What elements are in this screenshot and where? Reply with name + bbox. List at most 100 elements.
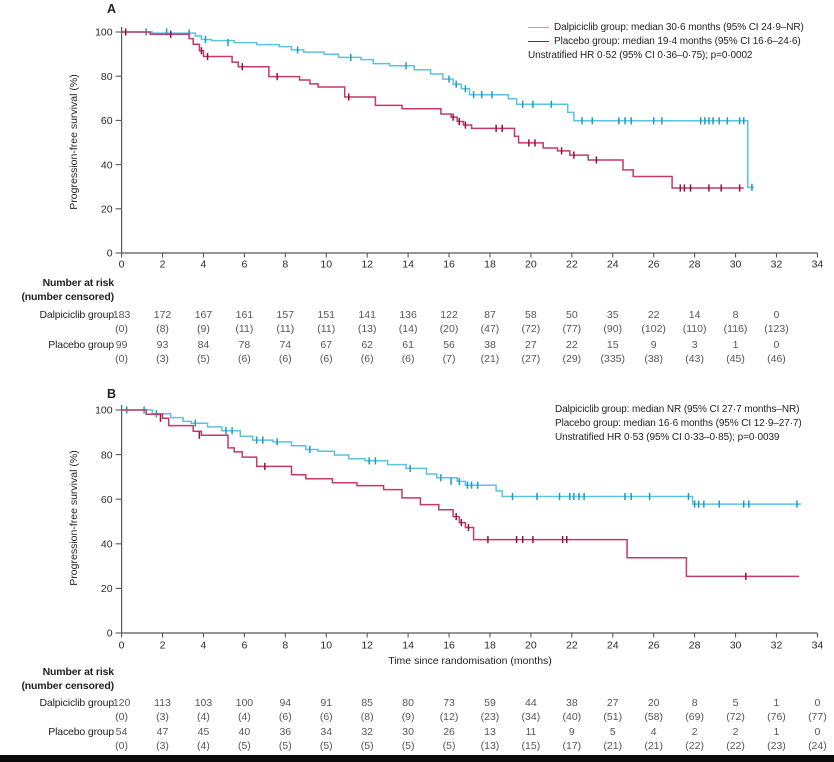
legend-text-hr-a: Unstratified HR 0·52 (95% CI 0·36–0·75);…: [528, 49, 753, 61]
risk-n-cell: 91: [320, 697, 333, 709]
risk-censored-cell: (5): [237, 740, 251, 752]
risk-n-cell: 3: [691, 339, 698, 351]
x-tick-label-b: 4: [201, 640, 207, 652]
x-tick-label-a: 24: [607, 259, 619, 271]
risk-censored-cell: (13): [357, 323, 377, 335]
risk-censored-cell: (5): [197, 353, 210, 365]
risk-censored-cell: (116): [723, 323, 748, 335]
legend-panel-b: Dalpiciclib group: median NR (95% CI 27·…: [555, 402, 802, 444]
x-tick-label-b: 10: [320, 640, 332, 652]
risk-censored-cell: (110): [682, 323, 707, 335]
x-tick-label-a: 6: [241, 259, 247, 271]
risk-censored-cell: (21): [644, 740, 664, 752]
legend-entry-placebo-a: Placebo group: median 19·4 months (95% C…: [528, 34, 804, 48]
risk-n-cell: 94: [279, 697, 292, 709]
risk-censored-cell: (12): [439, 711, 459, 723]
risk-header-line1-b: Number at risk: [42, 666, 115, 678]
risk-n-cell: 157: [276, 309, 295, 321]
x-tick-label-b: 24: [607, 640, 619, 652]
risk-n-cell: 67: [320, 339, 333, 351]
x-tick-label-b: 30: [730, 640, 742, 652]
y-axis-title-panel-a: Progression-free survival (%): [68, 74, 80, 210]
risk-n-cell: 136: [399, 309, 417, 321]
risk-n-cell: 113: [154, 697, 171, 709]
x-axis-title: Time since randomisation (months): [388, 655, 552, 667]
y-axis-title-panel-b: Progression-free survival (%): [68, 450, 80, 586]
risk-censored-cell: (4): [237, 711, 251, 723]
km-curve-placebo-a: [121, 31, 744, 189]
y-tick-label-a: 60: [101, 115, 113, 127]
risk-n-cell: 22: [647, 309, 660, 321]
risk-n-cell: 44: [525, 697, 537, 709]
risk-n-cell: 183: [112, 309, 131, 321]
risk-n-cell: 73: [443, 697, 455, 709]
x-tick-label-b: 2: [160, 640, 166, 652]
risk-n-cell: 5: [609, 726, 616, 738]
risk-n-cell: 1: [773, 697, 780, 709]
km-curve-dalpiciclib-b: [121, 409, 801, 505]
risk-n-cell: 45: [197, 726, 210, 738]
risk-censored-cell: (0): [115, 711, 129, 723]
risk-censored-cell: (23): [767, 740, 786, 752]
risk-n-cell: 38: [565, 697, 578, 709]
risk-n-cell: 62: [361, 339, 374, 351]
risk-n-cell: 38: [484, 339, 496, 351]
y-tick-label-a: 40: [101, 159, 113, 171]
risk-censored-cell: (0): [115, 323, 129, 335]
risk-n-cell: 85: [361, 697, 374, 709]
x-tick-label-a: 10: [320, 259, 332, 271]
risk-n-cell: 26: [443, 726, 455, 738]
risk-n-cell: 93: [156, 339, 169, 351]
risk-n-cell: 78: [238, 339, 251, 351]
legend-entry-hr-b: Unstratified HR 0·53 (95% CI 0·33–0·85);…: [555, 430, 802, 444]
risk-censored-cell: (90): [603, 323, 623, 335]
risk-censored-cell: (8): [360, 711, 374, 723]
risk-row-label-placebo-a: Placebo group: [48, 339, 114, 351]
risk-censored-cell: (6): [278, 711, 292, 723]
risk-censored-cell: (6): [237, 353, 251, 365]
risk-censored-cell: (21): [603, 740, 623, 752]
x-tick-label-a: 4: [201, 259, 207, 271]
risk-censored-cell: (77): [562, 323, 582, 335]
risk-censored-cell: (8): [156, 323, 169, 335]
risk-n-cell: 36: [279, 726, 292, 738]
risk-n-cell: 9: [568, 726, 575, 738]
risk-censored-cell: (11): [235, 323, 254, 335]
risk-n-cell: 32: [361, 726, 374, 738]
risk-n-cell: 84: [197, 339, 210, 351]
x-tick-label-b: 0: [119, 640, 125, 652]
risk-censored-cell: (14): [398, 323, 418, 335]
risk-censored-cell: (5): [442, 740, 456, 752]
x-tick-label-a: 18: [484, 259, 496, 271]
x-tick-label-b: 8: [282, 640, 288, 652]
risk-n-cell: 58: [525, 309, 537, 321]
x-tick-label-a: 22: [566, 259, 578, 271]
risk-n-cell: 161: [235, 309, 254, 321]
risk-n-cell: 167: [194, 309, 213, 321]
risk-n-cell: 120: [112, 697, 131, 709]
risk-row-label-dalpiciclib-b: Dalpiciclib group: [39, 697, 115, 709]
y-tick-label-b: 20: [101, 583, 113, 595]
risk-censored-cell: (21): [480, 353, 500, 365]
x-tick-label-b: 20: [525, 640, 537, 652]
x-tick-label-a: 12: [361, 259, 373, 271]
risk-censored-cell: (17): [562, 740, 582, 752]
risk-censored-cell: (45): [726, 353, 745, 365]
risk-censored-cell: (27): [521, 353, 541, 365]
risk-row-label-dalpiciclib-a: Dalpiciclib group: [39, 309, 115, 321]
risk-censored-cell: (13): [480, 740, 500, 752]
risk-n-cell: 122: [440, 309, 458, 321]
risk-censored-cell: (40): [562, 711, 582, 723]
x-tick-label-b: 22: [566, 640, 578, 652]
x-tick-label-b: 18: [484, 640, 496, 652]
y-tick-label-a: 20: [101, 204, 113, 216]
risk-n-cell: 1: [732, 339, 739, 351]
risk-censored-cell: (22): [726, 740, 745, 752]
risk-censored-cell: (22): [685, 740, 704, 752]
risk-n-cell: 0: [814, 726, 821, 738]
x-tick-label-b: 6: [241, 640, 247, 652]
dalpiciclib-line-swatch: [528, 26, 549, 28]
risk-n-cell: 59: [484, 697, 496, 709]
x-tick-label-b: 12: [361, 640, 373, 652]
risk-censored-cell: (123): [764, 323, 789, 335]
